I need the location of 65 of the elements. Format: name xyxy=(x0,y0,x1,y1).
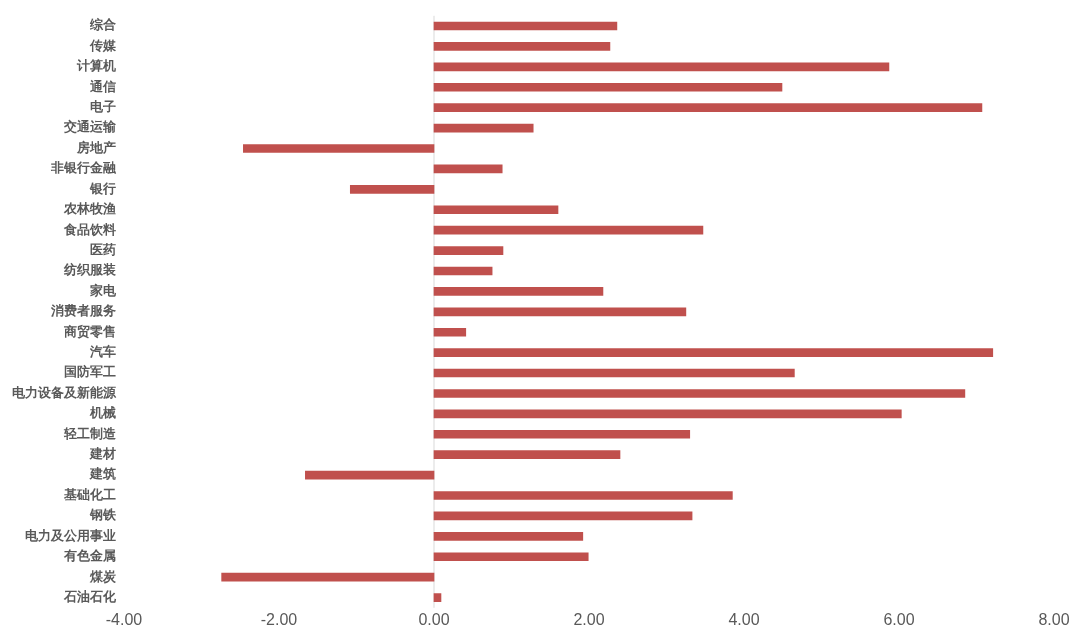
bar xyxy=(433,42,611,51)
y-tick-label: 轻工制造 xyxy=(63,425,117,441)
y-tick-label: 非银行金融 xyxy=(50,160,117,176)
x-tick-label: -4.00 xyxy=(105,610,143,628)
y-tick-label: 国防军工 xyxy=(64,364,116,380)
y-tick-label: 计算机 xyxy=(76,58,116,74)
x-tick-label: 6.00 xyxy=(883,610,915,628)
y-tick-label: 钢铁 xyxy=(89,507,117,523)
bar xyxy=(433,266,493,276)
bar xyxy=(433,123,534,133)
x-tick-label: 0.00 xyxy=(418,610,450,628)
y-tick-label: 石油石化 xyxy=(63,588,117,604)
y-tick-label: 煤炭 xyxy=(89,568,117,584)
y-tick-label: 机械 xyxy=(89,405,116,421)
bar xyxy=(433,389,966,398)
y-tick-label: 房地产 xyxy=(76,139,116,155)
bar xyxy=(433,552,589,562)
x-tick-label: 4.00 xyxy=(728,610,760,628)
y-tick-label: 商贸零售 xyxy=(63,323,116,339)
y-tick-label: 电力设备及新能源 xyxy=(12,384,117,400)
bar xyxy=(433,532,584,541)
bar xyxy=(433,511,693,521)
bar xyxy=(433,246,504,255)
y-tick-label: 汽车 xyxy=(89,344,116,359)
bar xyxy=(433,450,621,460)
bar xyxy=(433,307,687,317)
y-tick-label: 纺织服装 xyxy=(63,262,116,278)
bar xyxy=(349,184,435,194)
x-tick-label: 2.00 xyxy=(573,610,605,628)
bar xyxy=(433,327,467,337)
y-tick-label: 银行 xyxy=(89,180,116,196)
y-tick-label: 医药 xyxy=(90,241,116,257)
y-tick-label: 通信 xyxy=(89,78,116,94)
bar xyxy=(433,82,783,92)
y-tick-label: 建材 xyxy=(89,446,116,462)
bar xyxy=(433,491,733,500)
x-tick-label: -2.00 xyxy=(260,610,298,628)
bar xyxy=(433,62,890,72)
y-tick-label: 消费者服务 xyxy=(50,303,116,319)
bar xyxy=(433,368,795,378)
y-tick-label: 综合 xyxy=(89,17,116,33)
bar xyxy=(433,21,618,31)
bar xyxy=(433,103,983,112)
bar xyxy=(433,593,442,602)
y-tick-label: 建筑 xyxy=(89,466,116,482)
x-tick-label: 8.00 xyxy=(1038,610,1070,628)
bar xyxy=(433,164,503,174)
bar xyxy=(305,470,435,480)
y-tick-label: 电子 xyxy=(90,99,116,115)
y-tick-label: 电力及公用事业 xyxy=(25,527,116,543)
bar xyxy=(433,287,604,296)
y-tick-label: 有色金属 xyxy=(63,548,116,564)
bar xyxy=(433,409,902,419)
y-tick-label: 农林牧渔 xyxy=(63,201,116,217)
bar xyxy=(433,348,994,357)
y-tick-label: 食品饮料 xyxy=(63,221,116,237)
bar xyxy=(433,205,559,215)
bar xyxy=(221,572,435,582)
y-tick-label: 基础化工 xyxy=(63,486,116,502)
bar xyxy=(433,225,704,235)
y-tick-label: 家电 xyxy=(89,282,117,298)
y-tick-label: 传媒 xyxy=(89,37,117,53)
bar xyxy=(243,144,435,153)
y-tick-label: 交通运输 xyxy=(63,119,117,135)
bar xyxy=(433,429,691,439)
